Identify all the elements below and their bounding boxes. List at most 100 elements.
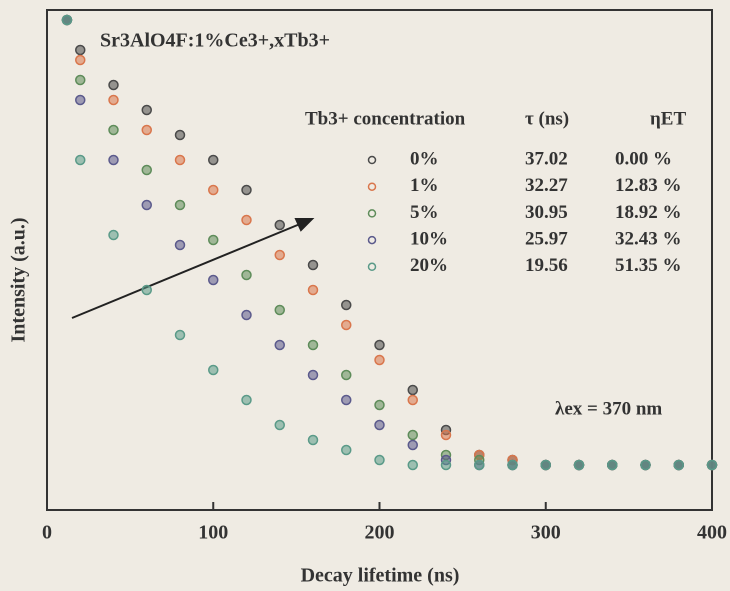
data-point xyxy=(76,76,85,85)
legend-eta: 51.35 % xyxy=(615,255,682,276)
data-point xyxy=(641,461,650,470)
data-point xyxy=(76,156,85,165)
data-point xyxy=(375,421,384,430)
data-point xyxy=(309,341,318,350)
data-point xyxy=(109,81,118,90)
data-point xyxy=(708,461,717,470)
chart: Sr3AlO4F:1%Ce3+,xTb3+ Decay lifetime (ns… xyxy=(0,0,730,591)
data-point xyxy=(176,241,185,250)
legend-label: 10% xyxy=(410,228,448,249)
legend-tau: 19.56 xyxy=(525,255,568,276)
legend-label: 5% xyxy=(410,202,439,223)
data-point xyxy=(209,156,218,165)
legend-eta: 32.43 % xyxy=(615,228,682,249)
data-point xyxy=(408,386,417,395)
x-tick-label: 100 xyxy=(198,522,228,544)
data-point xyxy=(142,126,151,135)
arrow xyxy=(72,219,312,318)
data-point xyxy=(275,341,284,350)
data-point xyxy=(508,461,517,470)
legend-tau: 32.27 xyxy=(525,175,568,196)
legend-tau: 37.02 xyxy=(525,148,568,169)
data-point xyxy=(309,261,318,270)
legend-marker xyxy=(369,263,376,270)
data-point xyxy=(375,356,384,365)
plot-frame xyxy=(47,10,712,510)
data-point xyxy=(309,371,318,380)
chart-title: Sr3AlO4F:1%Ce3+,xTb3+ xyxy=(100,30,330,52)
data-point xyxy=(209,186,218,195)
data-point xyxy=(375,341,384,350)
data-point xyxy=(275,306,284,315)
data-point xyxy=(541,461,550,470)
data-point xyxy=(408,461,417,470)
data-point xyxy=(109,126,118,135)
data-point xyxy=(76,96,85,105)
x-tick-label: 300 xyxy=(531,522,561,544)
data-point xyxy=(342,446,351,455)
data-point xyxy=(275,221,284,230)
x-axis-label: Decay lifetime (ns) xyxy=(301,565,460,587)
legend-eta: 12.83 % xyxy=(615,175,682,196)
y-axis-label: Intensity (a.u.) xyxy=(8,217,30,342)
data-point xyxy=(575,461,584,470)
legend-eta: 0.00 % xyxy=(615,148,672,169)
data-point xyxy=(309,286,318,295)
legend-marker xyxy=(369,237,376,244)
data-point xyxy=(342,321,351,330)
data-point xyxy=(142,166,151,175)
data-point xyxy=(375,456,384,465)
data-point xyxy=(674,461,683,470)
data-point xyxy=(342,301,351,310)
data-point xyxy=(142,106,151,115)
data-point xyxy=(408,431,417,440)
x-tick-label: 200 xyxy=(365,522,395,544)
page: {"chart_data": { "type": "scatter", "tit… xyxy=(0,0,730,591)
data-point xyxy=(242,271,251,280)
x-tick-label: 0 xyxy=(42,522,52,544)
legend-eta: 18.92 % xyxy=(615,202,682,223)
data-point xyxy=(142,201,151,210)
annotation: λex = 370 nm xyxy=(555,398,662,419)
data-point xyxy=(242,311,251,320)
data-point xyxy=(309,436,318,445)
data-point xyxy=(342,371,351,380)
data-point xyxy=(242,186,251,195)
data-point xyxy=(176,156,185,165)
data-point xyxy=(608,461,617,470)
legend-tau: 25.97 xyxy=(525,228,568,249)
data-point xyxy=(342,396,351,405)
data-point xyxy=(109,156,118,165)
legend-header: τ (ns) xyxy=(525,108,569,129)
x-tick-label: 400 xyxy=(697,522,727,544)
data-point xyxy=(109,231,118,240)
data-point xyxy=(176,131,185,140)
data-point xyxy=(408,441,417,450)
legend-marker xyxy=(369,157,376,164)
data-point xyxy=(76,56,85,65)
data-point xyxy=(76,46,85,55)
data-point xyxy=(209,366,218,375)
legend-tau: 30.95 xyxy=(525,202,568,223)
legend-marker xyxy=(369,183,376,190)
data-point xyxy=(242,216,251,225)
data-point xyxy=(242,396,251,405)
data-point xyxy=(209,236,218,245)
data-point xyxy=(442,431,451,440)
legend-header: Tb3+ concentration xyxy=(305,108,466,129)
data-point xyxy=(209,276,218,285)
data-point xyxy=(109,96,118,105)
data-point xyxy=(62,16,71,25)
data-point xyxy=(176,331,185,340)
data-point xyxy=(475,461,484,470)
data-point xyxy=(375,401,384,410)
legend-label: 20% xyxy=(410,255,448,276)
legend-marker xyxy=(369,210,376,217)
data-point xyxy=(176,201,185,210)
data-point xyxy=(442,461,451,470)
legend-header: ηET xyxy=(650,108,686,129)
data-point xyxy=(275,421,284,430)
legend-label: 1% xyxy=(410,175,439,196)
legend-label: 0% xyxy=(410,148,439,169)
data-point xyxy=(142,286,151,295)
